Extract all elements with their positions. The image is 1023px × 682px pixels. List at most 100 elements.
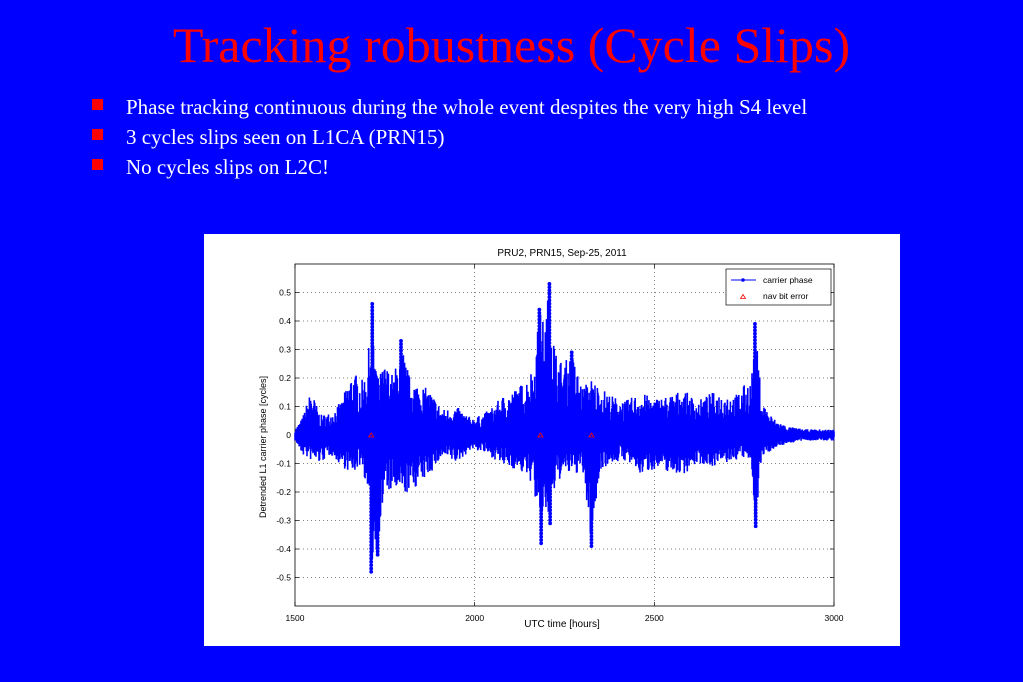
carrier-phase-point bbox=[539, 485, 544, 490]
carrier-phase-point bbox=[547, 426, 552, 431]
carrier-phase-point bbox=[537, 406, 542, 411]
carrier-phase-point bbox=[569, 429, 574, 434]
carrier-phase-point bbox=[375, 529, 380, 534]
carrier-phase-point bbox=[370, 331, 375, 336]
chart-svg: PRU2, PRN15, Sep-25, 2011 UTC time [hour… bbox=[258, 248, 844, 630]
carrier-phase-point bbox=[569, 390, 574, 394]
carrier-phase-point bbox=[370, 321, 375, 326]
carrier-phase-point bbox=[375, 436, 380, 441]
carrier-phase-point bbox=[547, 298, 552, 303]
carrier-phase-point bbox=[369, 569, 374, 574]
carrier-phase-point bbox=[537, 363, 542, 368]
carrier-phase-point bbox=[539, 439, 544, 444]
carrier-phase-point bbox=[369, 509, 374, 514]
carrier-phase-point bbox=[547, 360, 552, 365]
carrier-phase-point bbox=[370, 360, 375, 365]
carrier-phase-point bbox=[589, 446, 594, 450]
carrier-phase-point bbox=[370, 380, 375, 385]
carrier-phase-point bbox=[753, 504, 758, 509]
carrier-phase-point bbox=[539, 521, 544, 526]
carrier-phase-point bbox=[399, 381, 403, 386]
carrier-phase-point bbox=[547, 305, 552, 309]
carrier-phase-point bbox=[399, 394, 403, 398]
carrier-phase-point bbox=[589, 478, 594, 483]
carrier-phase-point bbox=[589, 544, 594, 549]
carrier-phase-point bbox=[369, 446, 374, 451]
carrier-phase-point bbox=[753, 370, 757, 375]
carrier-phase-point bbox=[537, 327, 542, 332]
carrier-phase-point bbox=[370, 338, 375, 342]
carrier-phase-point bbox=[569, 353, 574, 358]
carrier-phase-point bbox=[753, 508, 758, 512]
x-tick-label: 2500 bbox=[645, 613, 664, 623]
carrier-phase-point bbox=[399, 420, 403, 424]
bullet-marker-icon bbox=[92, 159, 103, 170]
carrier-phase-point bbox=[399, 387, 403, 392]
carrier-phase-point bbox=[537, 317, 542, 322]
carrier-phase-point bbox=[589, 469, 594, 473]
carrier-phase-point bbox=[399, 348, 403, 353]
carrier-phase-point bbox=[753, 521, 758, 525]
y-tick-label: 0.2 bbox=[279, 373, 291, 383]
carrier-phase-point bbox=[548, 505, 553, 509]
carrier-phase-point bbox=[589, 439, 594, 444]
carrier-phase-point bbox=[569, 373, 574, 378]
carrier-phase-point bbox=[375, 456, 380, 461]
carrier-phase-point bbox=[569, 419, 574, 424]
carrier-phase-point bbox=[370, 393, 375, 398]
nav-bit-error-point bbox=[588, 432, 595, 438]
carrier-phase-point bbox=[753, 511, 758, 516]
carrier-phase-point bbox=[547, 288, 552, 293]
chart-title: PRU2, PRN15, Sep-25, 2011 bbox=[497, 248, 627, 259]
carrier-phase-point bbox=[370, 308, 375, 313]
carrier-phase-point bbox=[589, 482, 594, 486]
carrier-phase-point bbox=[589, 449, 594, 454]
carrier-phase-point bbox=[548, 492, 553, 496]
carrier-phase-point bbox=[399, 371, 403, 376]
carrier-phase-point bbox=[399, 413, 403, 418]
chart-grid bbox=[295, 264, 834, 606]
carrier-phase-point bbox=[370, 406, 375, 411]
carrier-phase-point bbox=[548, 446, 553, 450]
carrier-phase-point bbox=[547, 413, 552, 418]
carrier-phase-point bbox=[589, 462, 594, 467]
y-tick-label: -0.3 bbox=[276, 516, 291, 526]
carrier-phase-point bbox=[399, 345, 403, 350]
carrier-phase-point bbox=[589, 455, 594, 460]
carrier-phase-point bbox=[375, 463, 380, 467]
carrier-phase-point bbox=[753, 426, 757, 431]
carrier-phase-point bbox=[375, 542, 380, 547]
carrier-phase-point bbox=[537, 307, 542, 312]
carrier-phase-point bbox=[370, 351, 375, 355]
carrier-phase-point bbox=[753, 485, 758, 490]
carrier-phase-point bbox=[399, 397, 403, 402]
carrier-phase-point bbox=[375, 486, 380, 491]
carrier-phase-point bbox=[370, 397, 375, 401]
carrier-phase-point bbox=[753, 338, 757, 343]
bullet-list: Phase tracking continuous during the who… bbox=[90, 94, 910, 184]
carrier-phase-point bbox=[370, 387, 375, 392]
carrier-phase-point bbox=[537, 426, 542, 431]
carrier-phase-point bbox=[589, 508, 594, 513]
carrier-phase-point bbox=[399, 410, 403, 415]
carrier-phase-point bbox=[370, 367, 375, 372]
carrier-phase-point bbox=[375, 512, 380, 517]
carrier-phase-point bbox=[399, 342, 403, 347]
carrier-phase-point bbox=[548, 511, 553, 516]
carrier-phase-point bbox=[548, 456, 553, 460]
carrier-phase-band bbox=[294, 300, 835, 559]
carrier-phase-point bbox=[753, 393, 757, 398]
carrier-phase-point bbox=[370, 416, 375, 421]
carrier-phase-point bbox=[569, 413, 574, 418]
carrier-phase-point bbox=[753, 361, 757, 365]
carrier-phase-point bbox=[370, 390, 375, 395]
carrier-phase-point bbox=[547, 377, 552, 382]
carrier-phase-point bbox=[370, 334, 375, 339]
carrier-phase-point bbox=[753, 501, 758, 506]
carrier-phase-point bbox=[753, 351, 757, 356]
carrier-phase-point bbox=[537, 357, 542, 361]
carrier-phase-point bbox=[589, 540, 594, 545]
carrier-phase-point bbox=[375, 492, 380, 497]
carrier-phase-point bbox=[399, 374, 403, 379]
carrier-phase-point bbox=[539, 446, 544, 451]
